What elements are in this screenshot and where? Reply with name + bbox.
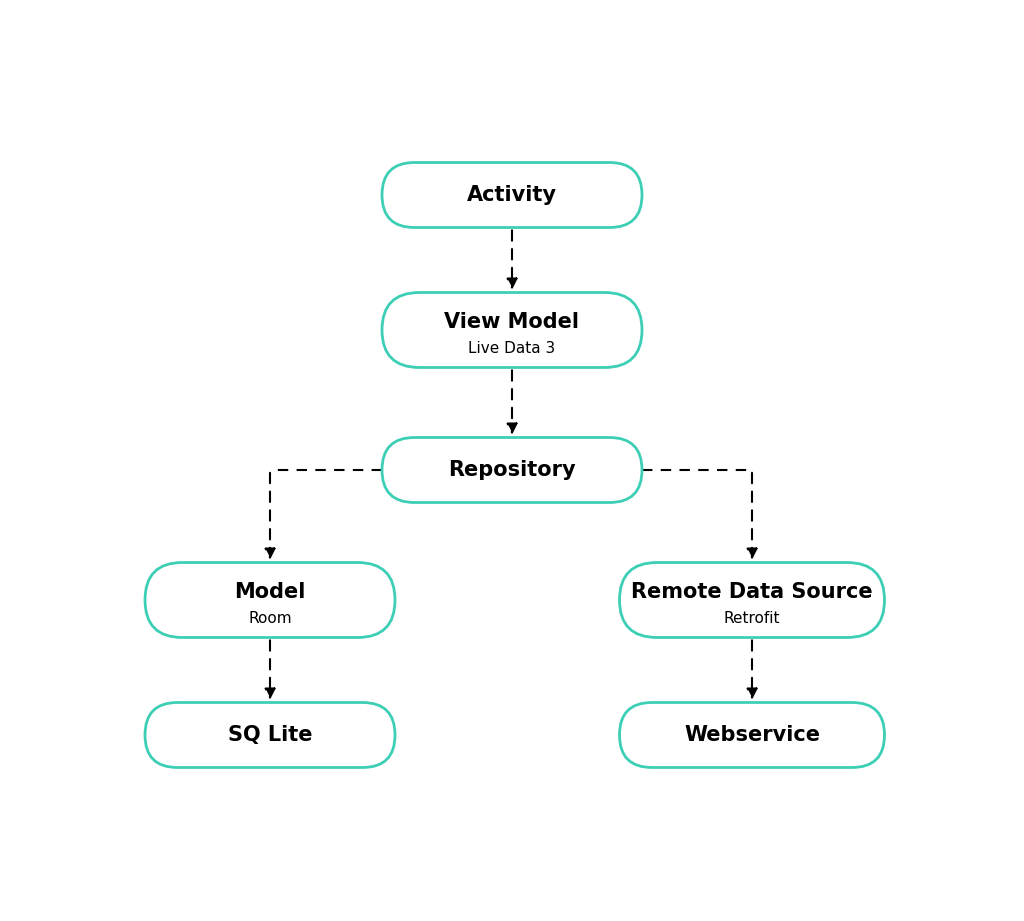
FancyBboxPatch shape [620, 563, 885, 637]
Text: Retrofit: Retrofit [724, 612, 780, 626]
Text: Remote Data Source: Remote Data Source [631, 582, 872, 602]
Text: View Model: View Model [444, 312, 580, 332]
Text: SQ Lite: SQ Lite [227, 725, 312, 745]
FancyBboxPatch shape [382, 437, 642, 503]
Text: Room: Room [248, 612, 292, 626]
FancyBboxPatch shape [145, 563, 395, 637]
Text: Activity: Activity [467, 185, 557, 205]
FancyBboxPatch shape [145, 703, 395, 767]
FancyBboxPatch shape [382, 293, 642, 367]
FancyBboxPatch shape [620, 703, 885, 767]
Text: Webservice: Webservice [684, 725, 820, 745]
Text: Live Data 3: Live Data 3 [468, 342, 556, 356]
Text: Model: Model [234, 582, 306, 602]
FancyBboxPatch shape [382, 162, 642, 227]
Text: Repository: Repository [449, 460, 575, 480]
